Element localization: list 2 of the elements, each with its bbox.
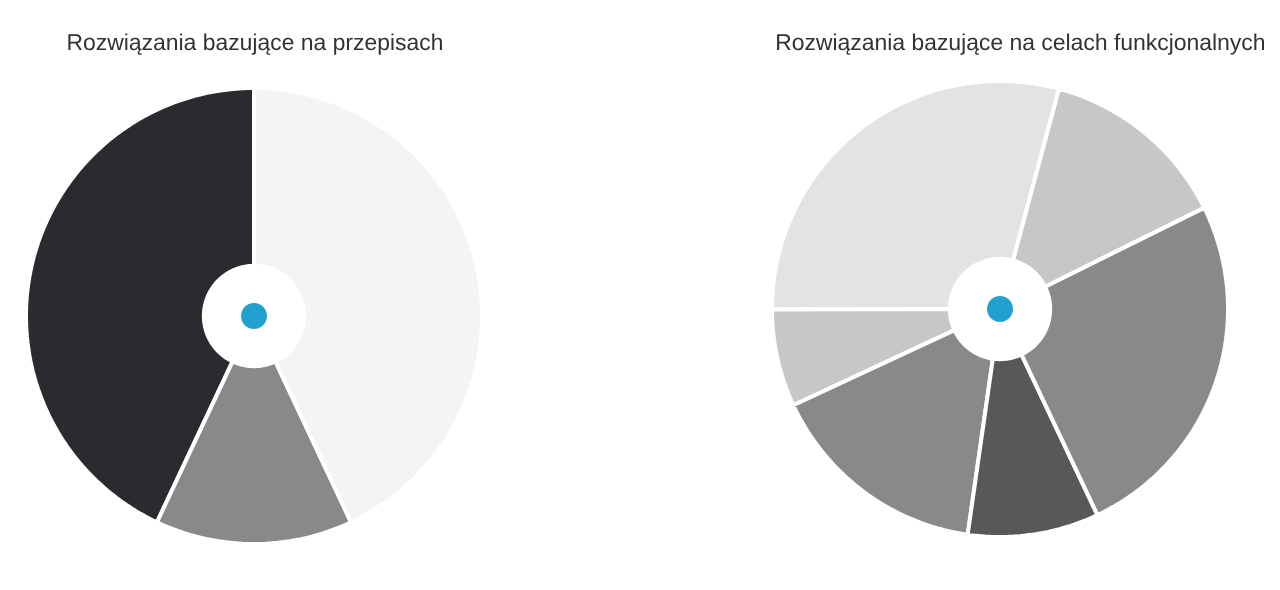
chart-title: Rozwiązania bazujące na przepisach [68, 33, 442, 55]
chart-title: Rozwiązania bazujące na celach funkcjonalnych [777, 33, 1265, 55]
